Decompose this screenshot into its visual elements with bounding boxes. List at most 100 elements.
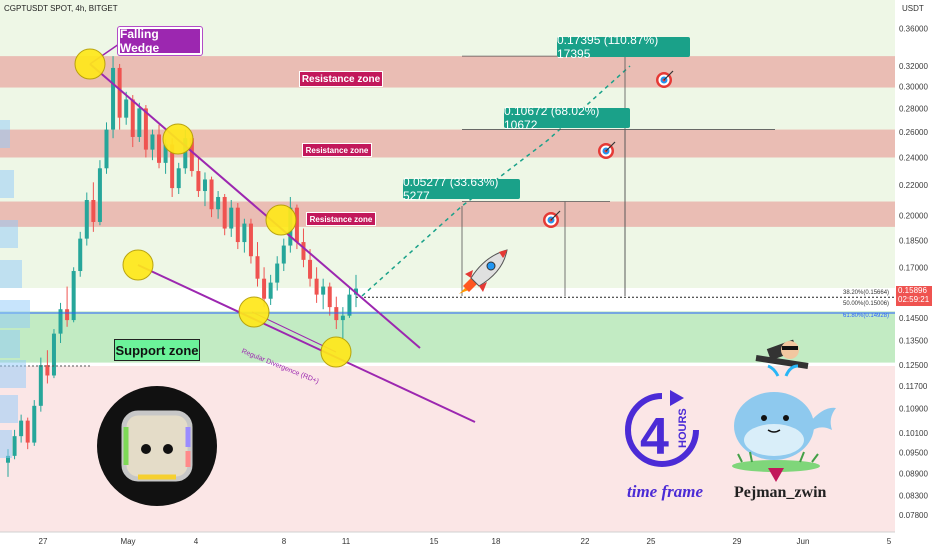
y-tick-label: 0.13500: [899, 337, 928, 346]
author-name: Pejman_zwin: [734, 484, 827, 501]
target-icon: [598, 141, 616, 159]
x-tick-label: 4: [194, 537, 199, 546]
candle-body: [222, 196, 227, 229]
volume-profile-bar: [0, 330, 20, 358]
candle-body: [242, 223, 247, 243]
resistance-zone-label-lower: Resistance zone: [306, 212, 376, 226]
candle-body: [334, 307, 339, 321]
resistance-zone-label-middle: Resistance zone: [302, 143, 372, 157]
candle-body: [19, 420, 24, 437]
y-tick-label: 0.10100: [899, 429, 928, 438]
fib-50-label: 50.00%(0.15006): [843, 301, 890, 307]
target-1-box: 0.05277 (33.63%) 5277: [403, 175, 520, 203]
candle-body: [71, 271, 76, 321]
candle-body: [117, 67, 122, 118]
x-axis: 27 May 4 8 11 15 18 22 25 29 Jun 5: [0, 531, 932, 550]
volume-profile-bar: [0, 170, 14, 198]
candle-body: [163, 144, 168, 163]
candle-body: [130, 99, 135, 137]
logo-icon: [97, 386, 217, 506]
candle-body: [78, 238, 83, 272]
candle-body: [196, 171, 201, 192]
rocket-icon: [459, 249, 508, 294]
candle-body: [189, 138, 194, 172]
candle-body: [58, 309, 63, 334]
candle-body: [216, 196, 221, 210]
candle-body: [301, 242, 306, 260]
y-tick-label: 0.10900: [899, 405, 928, 414]
x-tick-label: Jun: [797, 537, 810, 546]
clock-icon: 4 HOURS: [625, 390, 699, 467]
candle-body: [321, 286, 326, 295]
candle-body: [308, 259, 313, 279]
touch-point-marker: [122, 249, 154, 281]
y-tick-label: 0.18500: [899, 236, 928, 245]
drawing-overlay: [0, 43, 895, 458]
volume-profile-bar: [0, 260, 22, 288]
y-tick-label: 0.08300: [899, 491, 928, 500]
y-axis: 0.36000 0.32000 0.30000 0.28000 0.26000 0.240…: [895, 0, 932, 550]
wedge-lower-line: [137, 264, 476, 423]
target-icon: [543, 210, 561, 228]
x-tick-label: 15: [430, 537, 439, 546]
candle-body: [25, 420, 30, 443]
candle-body: [202, 179, 207, 192]
candle-body: [314, 278, 319, 295]
y-tick-label: 0.30000: [899, 82, 928, 91]
target-2-box: 0.10672 (68.02%) 10672: [504, 104, 630, 132]
resistance-zone-label-top: Resistance zone: [299, 71, 383, 87]
touch-point-marker: [162, 123, 194, 155]
candle-body: [157, 134, 162, 163]
bar-countdown: 02:59:21: [898, 295, 930, 304]
projection-path: [361, 65, 631, 297]
resistance-zone: [0, 129, 895, 158]
candle-body: [235, 207, 240, 243]
candle-body: [6, 455, 10, 463]
touch-point-marker: [265, 204, 297, 236]
candle-body: [65, 309, 70, 321]
candle-body: [268, 282, 273, 299]
candle-body: [32, 405, 37, 443]
y-tick-label: 0.22000: [899, 181, 928, 190]
candle-body: [354, 288, 358, 295]
y-tick-label: 0.24000: [899, 153, 928, 162]
candle-body: [294, 207, 299, 243]
whale-icon: [732, 339, 836, 482]
zones-layer: [0, 56, 895, 363]
current-price-badge: 0.15896 02:59:21: [896, 286, 932, 306]
target-icon: [656, 70, 674, 88]
resistance-zone: [0, 56, 895, 88]
candle-body: [97, 168, 102, 222]
x-tick-label: 29: [733, 537, 742, 546]
x-tick-label: 8: [282, 537, 287, 546]
y-tick-label: 0.28000: [899, 104, 928, 113]
currency-label: USDT: [902, 4, 924, 13]
volume-profile-bar: [0, 120, 10, 148]
candle-body: [143, 108, 148, 150]
x-tick-label: 18: [492, 537, 501, 546]
x-tick-label: 27: [39, 537, 48, 546]
falling-wedge-label: Falling Wedge: [118, 27, 202, 55]
y-tick-label: 0.17000: [899, 263, 928, 272]
y-tick-label: 0.26000: [899, 128, 928, 137]
touch-point-marker: [320, 336, 352, 368]
touch-point-marker: [74, 48, 106, 80]
symbol-title: CGPTUSDT SPOT, 4h, BITGET: [4, 4, 118, 13]
x-tick-label: 25: [647, 537, 656, 546]
y-tick-label: 0.32000: [899, 62, 928, 71]
candle-body: [340, 315, 345, 321]
volume-profile-bar: [0, 300, 30, 328]
candle-body: [176, 168, 181, 189]
candle-body: [183, 138, 188, 169]
candle-body: [45, 365, 50, 376]
y-tick-label: 0.20000: [899, 212, 928, 221]
candle-body: [51, 333, 56, 376]
resistance-zone: [0, 201, 895, 227]
y-tick-label: 0.07800: [899, 511, 928, 520]
current-price-value: 0.15896: [898, 286, 927, 295]
wedge-upper-line: [89, 63, 421, 349]
volume-profile-bar: [0, 430, 12, 458]
candle-body: [124, 99, 129, 118]
